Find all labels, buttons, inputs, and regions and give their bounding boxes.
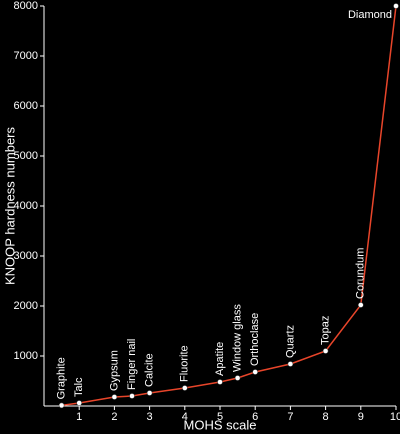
point <box>322 348 329 354</box>
point-label: Talc <box>73 377 85 397</box>
point-label: Finger nail <box>126 339 138 390</box>
x-tick-label: 3 <box>147 411 153 423</box>
x-tick-label: 4 <box>182 411 188 423</box>
y-tick-label: 3000 <box>14 250 38 262</box>
point <box>129 393 135 399</box>
point-label: Fluorite <box>179 345 191 382</box>
point <box>287 361 294 367</box>
y-tick-label: 5000 <box>14 150 38 162</box>
y-axis-title: KNOOP hardness numbers <box>2 127 17 285</box>
point <box>234 375 241 381</box>
point <box>252 369 258 375</box>
x-tick-label: 8 <box>323 411 329 423</box>
x-tick-label: 10 <box>390 411 400 423</box>
x-axis-title: MOHS scale <box>184 417 257 432</box>
point <box>182 385 188 391</box>
point-label: Apatite <box>214 342 226 376</box>
point-label: Topaz <box>320 316 332 345</box>
point-label: Window glass <box>232 304 244 372</box>
point-label: Graphite <box>56 357 68 399</box>
point-label: Gypsum <box>108 350 120 391</box>
y-tick-label: 4000 <box>14 200 38 212</box>
x-tick-label: 2 <box>111 411 117 423</box>
point <box>111 394 118 400</box>
point <box>146 390 153 396</box>
line <box>61 5 397 407</box>
x-tick-label: 1 <box>76 411 82 423</box>
y-tick-label: 6000 <box>14 100 38 112</box>
point <box>358 302 364 308</box>
point <box>393 3 399 9</box>
point-label: Orthoclase <box>249 313 261 366</box>
y-tick-label: 2000 <box>14 300 38 312</box>
point-label: Diamond <box>348 9 392 21</box>
x-tick-label: 5 <box>217 411 223 423</box>
x-tick-label: 9 <box>358 411 364 423</box>
point-label: Corundum <box>355 248 367 299</box>
point-label: Calcite <box>144 353 156 387</box>
y-tick-label: 8000 <box>14 0 38 12</box>
x-tick-label: 6 <box>252 411 258 423</box>
y-tick-label: 1000 <box>14 350 38 362</box>
point <box>217 379 223 385</box>
point <box>58 402 65 409</box>
point-label: Quartz <box>284 325 296 358</box>
y-tick-label: 7000 <box>14 50 38 62</box>
x-tick-label: 7 <box>287 411 293 423</box>
point <box>76 400 82 406</box>
